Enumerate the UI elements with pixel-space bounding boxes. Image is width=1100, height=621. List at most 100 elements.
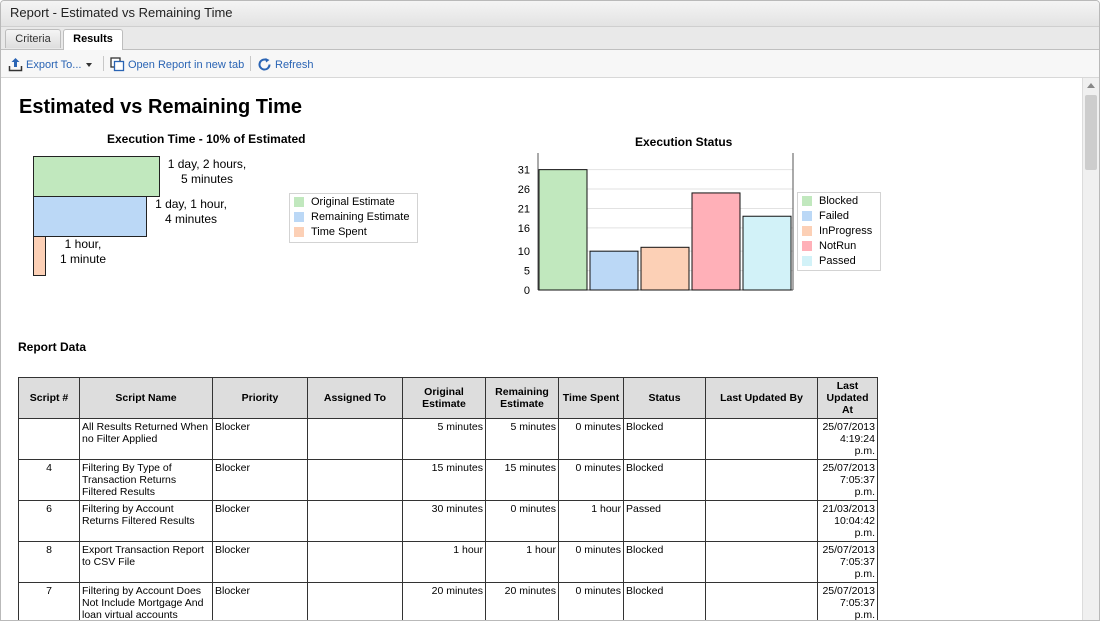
legend-swatch	[802, 256, 812, 266]
execution-time-chart-title: Execution Time - 10% of Estimated	[107, 132, 306, 146]
export-to-button[interactable]: Export To...	[8, 57, 94, 72]
legend-swatch	[294, 227, 304, 237]
legend-swatch	[802, 226, 812, 236]
table-cell-by	[705, 582, 818, 620]
legend-swatch	[802, 196, 812, 206]
scrollbar-thumb[interactable]	[1085, 95, 1097, 170]
legend-item-passed: Passed	[802, 255, 856, 267]
table-cell-orig: 20 minutes	[402, 582, 486, 620]
table-cell-priority: Blocker	[212, 582, 308, 620]
column-header: Last Updated At	[817, 377, 878, 419]
scroll-up-arrow-icon[interactable]	[1087, 83, 1095, 88]
legend-item-notrun: NotRun	[802, 240, 856, 252]
execution-status-legend: Blocked Failed InProgress NotRun Passed	[797, 192, 881, 271]
table-cell-by	[705, 500, 818, 542]
original-estimate-bar-label: 1 day, 2 hours, 5 minutes	[159, 157, 255, 187]
table-cell-assigned	[307, 418, 403, 460]
y-tick-label: 26	[518, 184, 530, 196]
table-cell-script: 8	[18, 541, 80, 583]
table-cell-script: 4	[18, 459, 80, 501]
bar-label-line: 1 hour,	[64, 237, 102, 251]
table-row: 6 Filtering by Account Returns Filtered R…	[18, 500, 878, 542]
legend-label: Failed	[819, 210, 849, 222]
chevron-down-icon	[86, 62, 93, 67]
execution-time-legend: Original Estimate Remaining Estimate Tim…	[289, 193, 418, 243]
legend-label: Original Estimate	[311, 196, 395, 208]
toolbar: Export To... Open Report in new tab Refr…	[1, 50, 1099, 78]
bar-notrun	[691, 192, 741, 291]
table-cell-rem: 0 minutes	[485, 500, 559, 542]
table-cell-rem: 1 hour	[485, 541, 559, 583]
report-title: Estimated vs Remaining Time	[19, 96, 303, 118]
tab-results[interactable]: Results	[63, 29, 123, 50]
y-tick-label: 0	[524, 285, 530, 297]
bar-label-line: 1 day, 2 hours,	[167, 157, 247, 171]
legend-label: NotRun	[819, 240, 857, 252]
window-title: Report - Estimated vs Remaining Time	[10, 5, 233, 20]
legend-swatch	[802, 211, 812, 221]
table-cell-status: Blocked	[623, 541, 706, 583]
table-cell-spent: 0 minutes	[558, 541, 624, 583]
table-cell-priority: Blocker	[212, 459, 308, 501]
table-cell-assigned	[307, 500, 403, 542]
export-icon	[8, 58, 23, 72]
open-report-new-tab-button[interactable]: Open Report in new tab	[110, 57, 244, 72]
table-cell-name: Filtering By Type of Transaction Returns…	[79, 459, 213, 501]
refresh-button[interactable]: Refresh	[257, 57, 314, 72]
table-row: 8 Export Transaction Report to CSV File Bl…	[18, 541, 878, 583]
report-data-table: Script # Script Name Priority Assigned T…	[18, 377, 878, 620]
y-tick-label: 10	[518, 246, 530, 258]
legend-label: Passed	[819, 255, 856, 267]
column-header: Time Spent	[558, 377, 624, 419]
bar-failed	[589, 250, 639, 291]
new-tab-icon	[110, 57, 125, 72]
execution-status-chart-title: Execution Status	[635, 135, 733, 149]
y-tick-label: 31	[518, 165, 530, 177]
table-row: 7 Filtering by Account Does Not Include M…	[18, 582, 878, 620]
table-cell-assigned	[307, 459, 403, 501]
table-cell-script: 7	[18, 582, 80, 620]
export-to-label: Export To...	[26, 58, 82, 71]
table-cell-at: 25/07/2013 7:05:37 p.m.	[817, 459, 878, 501]
column-header: Priority	[212, 377, 308, 419]
legend-label: Blocked	[819, 195, 859, 207]
table-cell-orig: 15 minutes	[402, 459, 486, 501]
column-header: Script Name	[79, 377, 213, 419]
tab-criteria[interactable]: Criteria	[5, 29, 61, 48]
vertical-scrollbar[interactable]	[1082, 78, 1099, 620]
execution-status-chart: 31 26 21 16 10 5 0	[518, 153, 794, 297]
table-cell-orig: 1 hour	[402, 541, 486, 583]
table-cell-name: Export Transaction Report to CSV File	[79, 541, 213, 583]
table-cell-priority: Blocker	[212, 500, 308, 542]
open-report-new-tab-label: Open Report in new tab	[128, 58, 245, 71]
table-cell-name: Filtering by Account Returns Filtered Re…	[79, 500, 213, 542]
bar-passed	[742, 215, 792, 291]
legend-item-remaining-estimate: Remaining Estimate	[294, 211, 409, 223]
table-cell-at: 25/07/2013 7:05:37 p.m.	[817, 582, 878, 620]
table-cell-priority: Blocker	[212, 541, 308, 583]
table-cell-name: Filtering by Account Does Not Include Mo…	[79, 582, 213, 620]
legend-item-failed: Failed	[802, 210, 849, 222]
column-header: Status	[623, 377, 706, 419]
y-tick-label: 16	[518, 223, 530, 235]
table-cell-status: Passed	[623, 500, 706, 542]
table-cell-orig: 5 minutes	[402, 418, 486, 460]
y-tick-label: 5	[524, 266, 530, 278]
original-estimate-bar	[33, 156, 160, 197]
refresh-label: Refresh	[275, 58, 314, 71]
column-header: Last Updated By	[705, 377, 818, 419]
table-cell-script: 6	[18, 500, 80, 542]
legend-label: Time Spent	[311, 226, 367, 238]
tab-bar: Criteria Results	[1, 27, 1099, 50]
bar-blocked	[538, 169, 588, 291]
time-spent-bar	[33, 236, 46, 276]
table-cell-status: Blocked	[623, 459, 706, 501]
bar-inprogress	[640, 246, 690, 291]
column-header: Original Estimate	[402, 377, 486, 419]
table-cell-spent: 0 minutes	[558, 582, 624, 620]
table-cell-by	[705, 459, 818, 501]
table-cell-name: All Results Returned When no Filter Appl…	[79, 418, 213, 460]
table-header-row: Script # Script Name Priority Assigned T…	[18, 377, 878, 419]
legend-item-original-estimate: Original Estimate	[294, 196, 395, 208]
